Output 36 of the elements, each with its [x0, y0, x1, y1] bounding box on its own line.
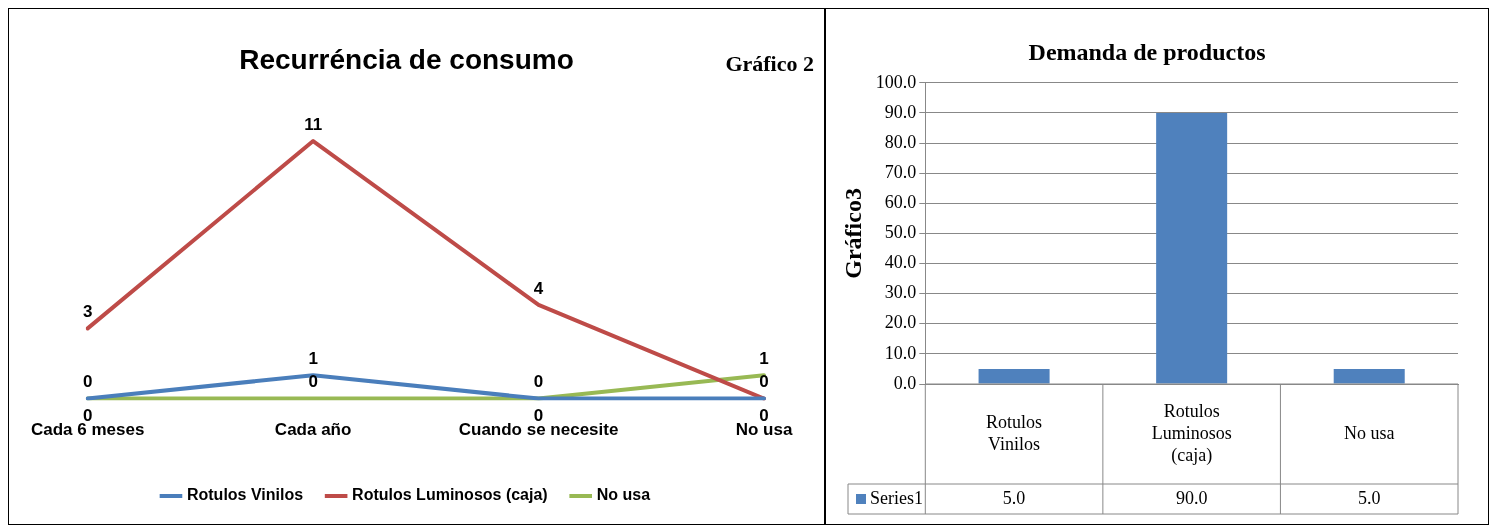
data-label: 5.0 [1002, 487, 1026, 508]
y-tick-label: 10.0 [884, 342, 917, 363]
y-tick-label: 70.0 [884, 161, 917, 182]
x-tick-label: Rotulos Luminosos (caja) [1151, 400, 1232, 466]
data-label: 0 [533, 372, 544, 392]
y-tick-label: 90.0 [884, 101, 917, 122]
legend-label: Rotulos Vinilos [186, 486, 304, 504]
legend-label: No usa [596, 486, 651, 504]
y-tick-label: 60.0 [884, 192, 917, 213]
x-tick-label: Rotulos Vinilos [986, 411, 1043, 454]
y-tick-label: 100.0 [875, 71, 917, 92]
x-tick-label: Cada año [274, 420, 352, 440]
data-label: 3 [82, 302, 93, 322]
y-tick-label: 0.0 [893, 372, 917, 393]
legend-label: Series1 [870, 487, 923, 508]
data-label: 4 [533, 278, 544, 298]
data-label: 1 [759, 348, 769, 368]
data-label: 0 [759, 372, 769, 392]
data-label: 90.0 [1175, 487, 1208, 508]
data-label: 5.0 [1357, 487, 1381, 508]
y-tick-label: 40.0 [884, 252, 917, 273]
data-label: 1 [308, 348, 318, 368]
y-tick-label: 30.0 [884, 282, 917, 303]
data-label: 0 [82, 372, 93, 392]
data-label: 11 [304, 114, 323, 134]
y-tick-label: 20.0 [884, 312, 917, 333]
text: Gráfico 2 [725, 50, 814, 76]
chart-title: Recurréncia de consumo [239, 43, 574, 75]
data-label: 0 [308, 372, 318, 392]
y-tick-label: 80.0 [884, 131, 917, 152]
x-tick-label: Cada 6 meses [31, 420, 145, 440]
y-tick-label: 50.0 [884, 222, 917, 243]
x-tick-label: No usa [1343, 422, 1395, 443]
y-axis-title: Gráfico3 [839, 188, 866, 279]
legend-label: Rotulos Luminosos (caja) [352, 486, 548, 504]
chart-title: Demanda de productos [1028, 38, 1266, 65]
